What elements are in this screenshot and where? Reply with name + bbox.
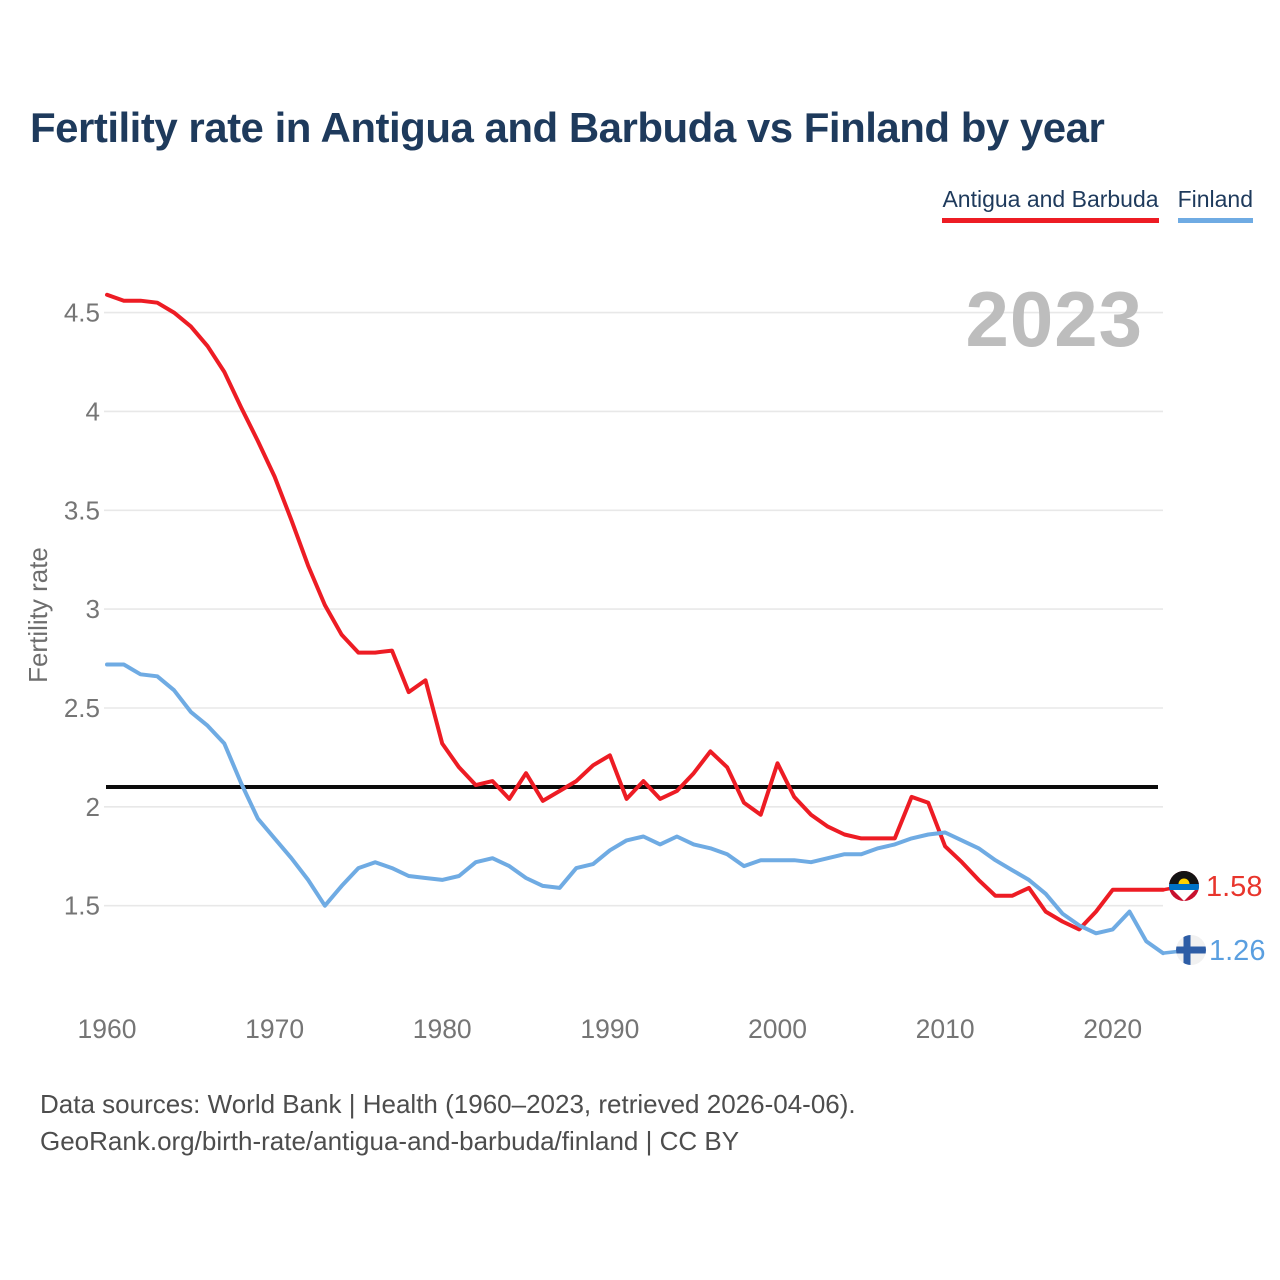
footer: Data sources: World Bank | Health (1960–… (40, 1086, 856, 1160)
legend: Antigua and Barbuda Finland (942, 186, 1253, 223)
x-tick-label: 1960 (78, 1014, 137, 1044)
x-tick-label: 1970 (245, 1014, 304, 1044)
x-tick-label: 2000 (748, 1014, 807, 1044)
y-tick-label: 3 (86, 594, 100, 624)
x-tick-label: 1980 (413, 1014, 472, 1044)
footer-url: GeoRank.org/birth-rate/antigua-and-barbu… (40, 1126, 740, 1156)
finland-flag-icon (1176, 935, 1206, 965)
gridlines: 4.5 4 3.5 3 2.5 2 1.5 (64, 298, 1163, 921)
y-tick-label: 4 (86, 396, 100, 426)
y-tick-label: 2.5 (64, 693, 100, 723)
end-value-label-antigua-and-barbuda: 1.58 (1206, 871, 1262, 903)
series-line-finland (105, 662, 1165, 956)
legend-item-antigua-and-barbuda[interactable]: Antigua and Barbuda (942, 186, 1159, 223)
chart-title: Fertility rate in Antigua and Barbuda vs… (30, 104, 1105, 151)
series-line-antigua-and-barbuda (105, 292, 1165, 932)
antigua-and-barbuda-flag-icon (1169, 871, 1199, 901)
y-tick-label: 3.5 (64, 495, 100, 525)
watermark-year: 2023 (965, 275, 1143, 363)
y-tick-label: 2 (86, 792, 100, 822)
footer-data-sources: Data sources: World Bank | Health (1960–… (40, 1089, 856, 1119)
x-tick-label: 2020 (1083, 1014, 1142, 1044)
x-tick-label: 1990 (580, 1014, 639, 1044)
legend-item-finland[interactable]: Finland (1177, 186, 1253, 223)
x-tick-label: 2010 (916, 1014, 975, 1044)
end-value-label-finland: 1.26 (1209, 935, 1265, 967)
y-tick-label: 4.5 (64, 298, 100, 328)
y-axis-title: Fertility rate (23, 547, 53, 683)
y-tick-label: 1.5 (64, 891, 100, 921)
